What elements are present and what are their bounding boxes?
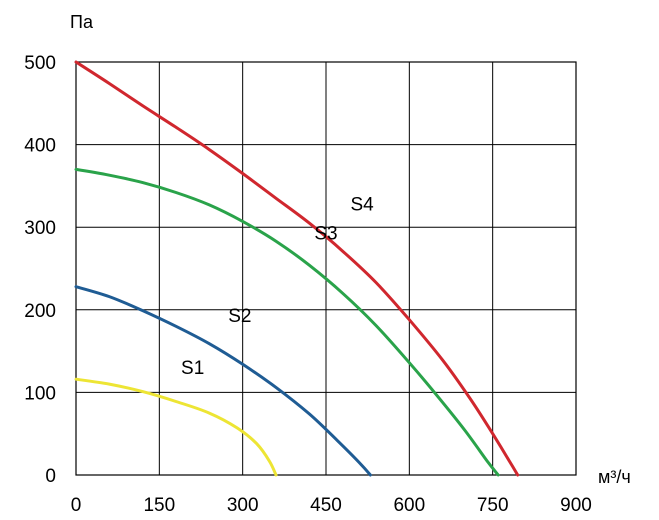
x-tick-label: 0 <box>71 495 82 516</box>
y-tick-label: 500 <box>24 53 56 74</box>
series-label-s3: S3 <box>314 224 337 245</box>
x-tick-label: 900 <box>560 495 592 516</box>
series-label-s2: S2 <box>228 306 251 327</box>
x-axis-label: м³/ч <box>598 467 631 487</box>
y-axis-label: Па <box>70 12 94 32</box>
y-tick-label: 400 <box>24 136 56 157</box>
y-tick-label: 300 <box>24 218 56 239</box>
series-labels: S1 S2 S3 S4 <box>181 195 374 380</box>
series-line-s4 <box>74 60 520 477</box>
series-line-s2 <box>74 285 372 477</box>
grid-lines <box>75 61 577 476</box>
series-label-s1: S1 <box>181 358 204 379</box>
x-tick-label: 150 <box>143 495 175 516</box>
x-tick-label: 600 <box>393 495 425 516</box>
x-tick-labels: 0 150 300 450 600 750 900 <box>71 495 592 516</box>
series-line-s3 <box>74 167 500 477</box>
series-curves <box>74 60 520 477</box>
y-tick-labels: 0 100 200 300 400 500 <box>24 53 56 487</box>
series-line-s1 <box>74 377 278 477</box>
x-tick-label: 450 <box>310 495 342 516</box>
y-tick-label: 0 <box>45 466 56 487</box>
plot-frame <box>75 61 577 476</box>
x-tick-label: 750 <box>477 495 509 516</box>
series-label-s4: S4 <box>350 195 374 216</box>
y-tick-label: 100 <box>24 383 56 404</box>
x-tick-label: 300 <box>227 495 259 516</box>
y-tick-label: 200 <box>24 301 56 322</box>
